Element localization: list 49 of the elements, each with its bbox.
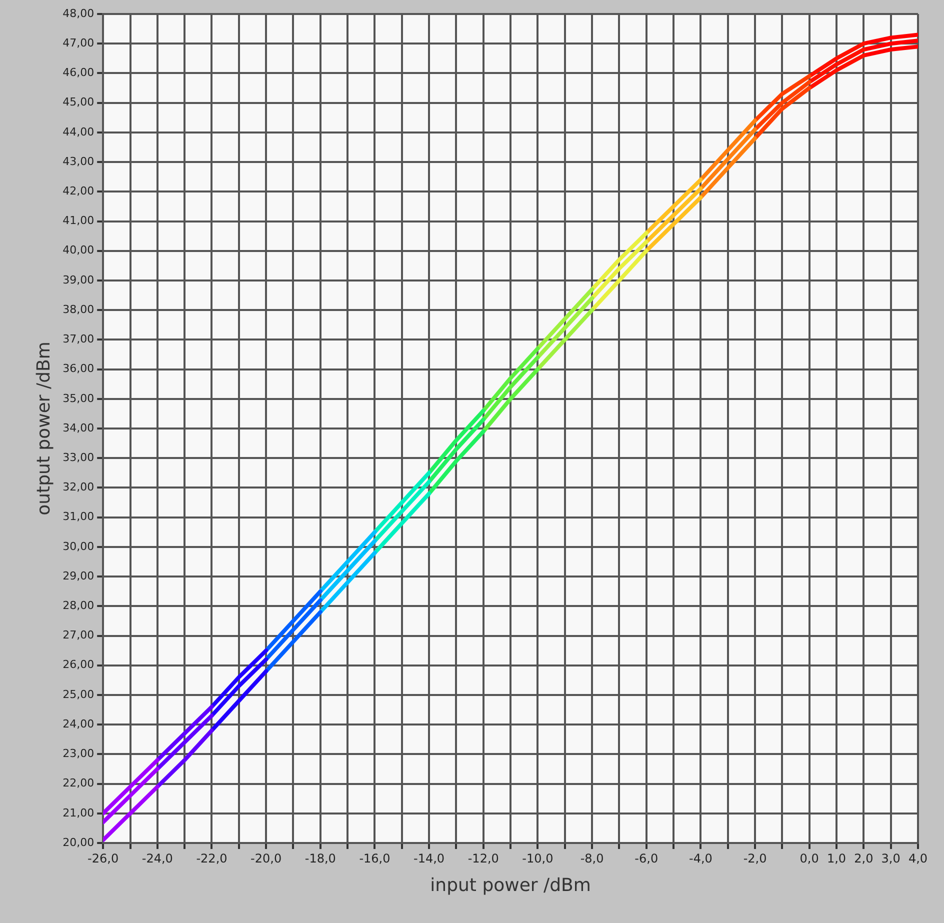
- y-tick-label: 35,00: [62, 392, 94, 405]
- y-tick-label: 31,00: [62, 510, 94, 524]
- x-tick-label: -4,0: [688, 851, 712, 866]
- x-tick-label: -16,0: [359, 851, 390, 866]
- y-tick-label: 29,00: [62, 569, 94, 582]
- x-tick-label: 3,0: [881, 851, 900, 866]
- y-tick-label: 30,00: [62, 540, 94, 553]
- x-tick-label: -26,0: [88, 851, 119, 866]
- y-tick-label: 27,00: [62, 628, 94, 642]
- y-tick-label: 38,00: [62, 302, 94, 316]
- y-tick-label: 47,00: [62, 36, 94, 50]
- y-tick-label: 28,00: [62, 599, 94, 612]
- y-tick-label: 24,00: [62, 717, 94, 730]
- y-tick-label: 26,00: [62, 658, 94, 672]
- y-tick-label: 40,00: [62, 244, 94, 257]
- x-tick-label: -22,0: [196, 851, 228, 866]
- x-tick-label: -10,0: [522, 851, 554, 866]
- x-tick-label: 2,0: [854, 851, 874, 866]
- x-tick-label: -12,0: [468, 851, 499, 866]
- y-tick-label: 25,00: [62, 688, 94, 701]
- x-tick-label: -18,0: [304, 851, 336, 866]
- x-axis-title: input power /dBm: [430, 874, 591, 896]
- y-tick-label: 48,00: [62, 6, 94, 20]
- y-axis-title: output power /dBm: [33, 342, 54, 516]
- y-tick-label: 33,00: [62, 450, 94, 464]
- x-tick-label: -20,0: [250, 851, 282, 866]
- y-tick-label: 34,00: [62, 421, 94, 434]
- y-tick-label: 37,00: [62, 332, 94, 346]
- y-tick-label: 21,00: [62, 806, 94, 820]
- x-tick-label: -2,0: [743, 851, 767, 866]
- y-tick-label: 46,00: [62, 66, 94, 80]
- y-tick-label: 32,00: [62, 480, 94, 494]
- y-tick-label: 39,00: [62, 273, 94, 286]
- y-tick-label: 23,00: [62, 747, 94, 760]
- y-tick-label: 45,00: [62, 96, 94, 109]
- x-tick-label: 0,0: [800, 851, 819, 866]
- y-tick-label: 36,00: [62, 362, 94, 376]
- x-tick-label: -8,0: [580, 851, 604, 866]
- y-tick-label: 43,00: [62, 154, 94, 168]
- x-tick-label: -14,0: [414, 851, 445, 866]
- x-tick-label: -24,0: [142, 851, 173, 866]
- x-tick-label: 4,0: [908, 851, 928, 866]
- y-tick-label: 42,00: [62, 184, 94, 198]
- y-tick-label: 20,00: [62, 836, 94, 849]
- y-tick-label: 44,00: [62, 125, 94, 138]
- y-tick-label: 41,00: [62, 214, 94, 228]
- x-tick-label: -6,0: [634, 851, 658, 866]
- y-tick-label: 22,00: [62, 776, 94, 790]
- x-tick-label: 1,0: [826, 851, 846, 866]
